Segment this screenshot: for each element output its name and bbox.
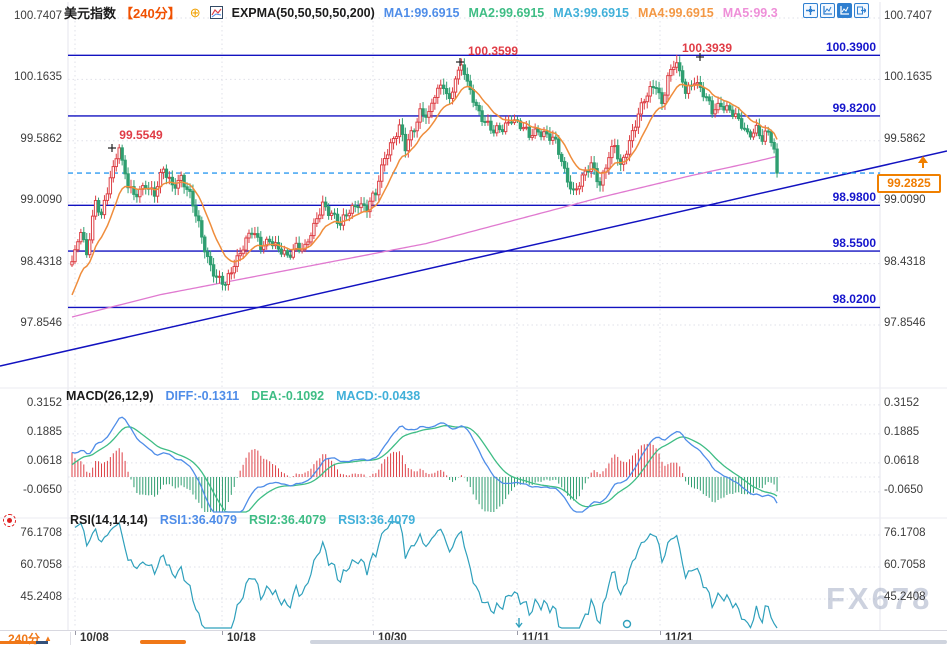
watermark: FX678 [826,581,933,616]
rsi2-value: RSI2:36.4079 [248,513,327,527]
ma5-value: MA5:99.3 [722,5,778,20]
period-selector-caret-icon: ▲ [44,634,52,643]
tab-underline-secondary [36,641,48,644]
macd-axis-label: 0.0618 [884,455,920,467]
price-axis-label: 99.5862 [884,133,926,145]
level-label[interactable]: 99.8200 [832,101,876,115]
date-tick [660,631,661,635]
symbol-name: 美元指数 [64,6,117,21]
macd-name[interactable]: MACD(26,12,9) [66,389,154,403]
price-axis-label: 100.7407 [884,10,932,22]
price-up-arrow-icon [918,156,928,169]
scrollbar-thumb[interactable] [140,640,186,644]
macd-axis-label: 0.1885 [26,426,62,438]
level-label[interactable]: 98.0200 [832,292,876,306]
macd-axis-label: 0.3152 [884,397,920,409]
ma2-value: MA2:99.6915 [468,5,545,20]
price-axis-label: 99.5862 [20,133,62,145]
price-axis-label: 98.4318 [20,256,62,268]
date-label: 10/18 [227,632,256,644]
macd-axis-label: -0.0650 [22,484,62,496]
high-annotation: 99.5549 [119,128,163,142]
rsi-header: RSI(14,14,14) RSI1:36.4079 RSI2:36.4079 … [70,513,415,527]
macd-axis-label: 0.1885 [884,426,920,438]
rsi-axis-label: 76.1708 [884,527,926,539]
period-label: 【240分】 [120,6,181,21]
price-axis-label: 97.8546 [20,317,62,329]
price-axis-label: 100.1635 [14,71,62,83]
scrollbar-track[interactable] [310,640,947,644]
chart-toolbar [803,3,869,18]
rsi-axis-label: 45.2408 [884,591,926,603]
rsi-name[interactable]: RSI(14,14,14) [70,513,148,527]
ma1-value: MA1:99.6915 [383,5,460,20]
chart-header: 美元指数 【240分】 ⊕ EXPMA(50,50,50,50,200) MA1:… [64,3,778,22]
level-label[interactable]: 98.9800 [832,190,876,204]
price-axis-label: 97.8546 [884,317,926,329]
date-tick [222,631,223,635]
current-price-tag: 99.2825 [877,174,941,193]
macd-axis-label: 0.3152 [26,397,62,409]
date-label: 10/08 [80,632,109,644]
macd-macd-value: MACD:-0.0438 [336,389,421,403]
level-label[interactable]: 98.5500 [832,236,876,250]
add-indicator-icon[interactable]: ⊕ [189,4,201,20]
macd-header: MACD(26,12,9) DIFF:-0.1311 DEA:-0.1092 M… [66,389,420,403]
level-label[interactable]: 100.3900 [825,40,876,54]
date-tick [517,631,518,635]
ma4-value: MA4:99.6915 [638,5,714,20]
rsi-axis-label: 60.7058 [884,559,926,571]
price-axis-label: 100.7407 [14,10,62,22]
macd-axis-label: 0.0618 [26,455,62,467]
rsi-axis-label: 76.1708 [20,527,62,539]
tab-active-underline [0,641,36,644]
rsi3-value: RSI3:36.4079 [338,513,416,527]
rsi-axis-label: 45.2408 [20,591,62,603]
macd-dea-value: DEA:-0.1092 [251,389,325,403]
date-tick [373,631,374,635]
macd-axis-label: -0.0650 [884,484,924,496]
indicator-name[interactable]: EXPMA(50,50,50,50,200) [231,5,375,20]
macd-diff-value: DIFF:-0.1311 [165,389,240,403]
high-annotation: 100.3939 [681,41,733,55]
zoom-axes-icon[interactable] [820,3,835,18]
collapse-panel-icon[interactable] [854,3,869,18]
high-annotation: 100.3599 [467,44,519,58]
price-axis-label: 99.0090 [20,194,62,206]
price-axis-label: 100.1635 [884,71,932,83]
rsi1-value: RSI1:36.4079 [159,513,237,527]
indicator-chart-icon [209,6,223,19]
ma3-value: MA3:99.6915 [553,5,630,20]
zoom-bars-icon[interactable] [837,3,852,18]
price-axis-label: 98.4318 [884,256,926,268]
date-tick [75,631,76,635]
alert-sun-icon[interactable] [3,514,16,527]
crosshair-icon[interactable] [803,3,818,18]
rsi-axis-label: 60.7058 [20,559,62,571]
price-axis-label: 99.0090 [884,194,926,206]
